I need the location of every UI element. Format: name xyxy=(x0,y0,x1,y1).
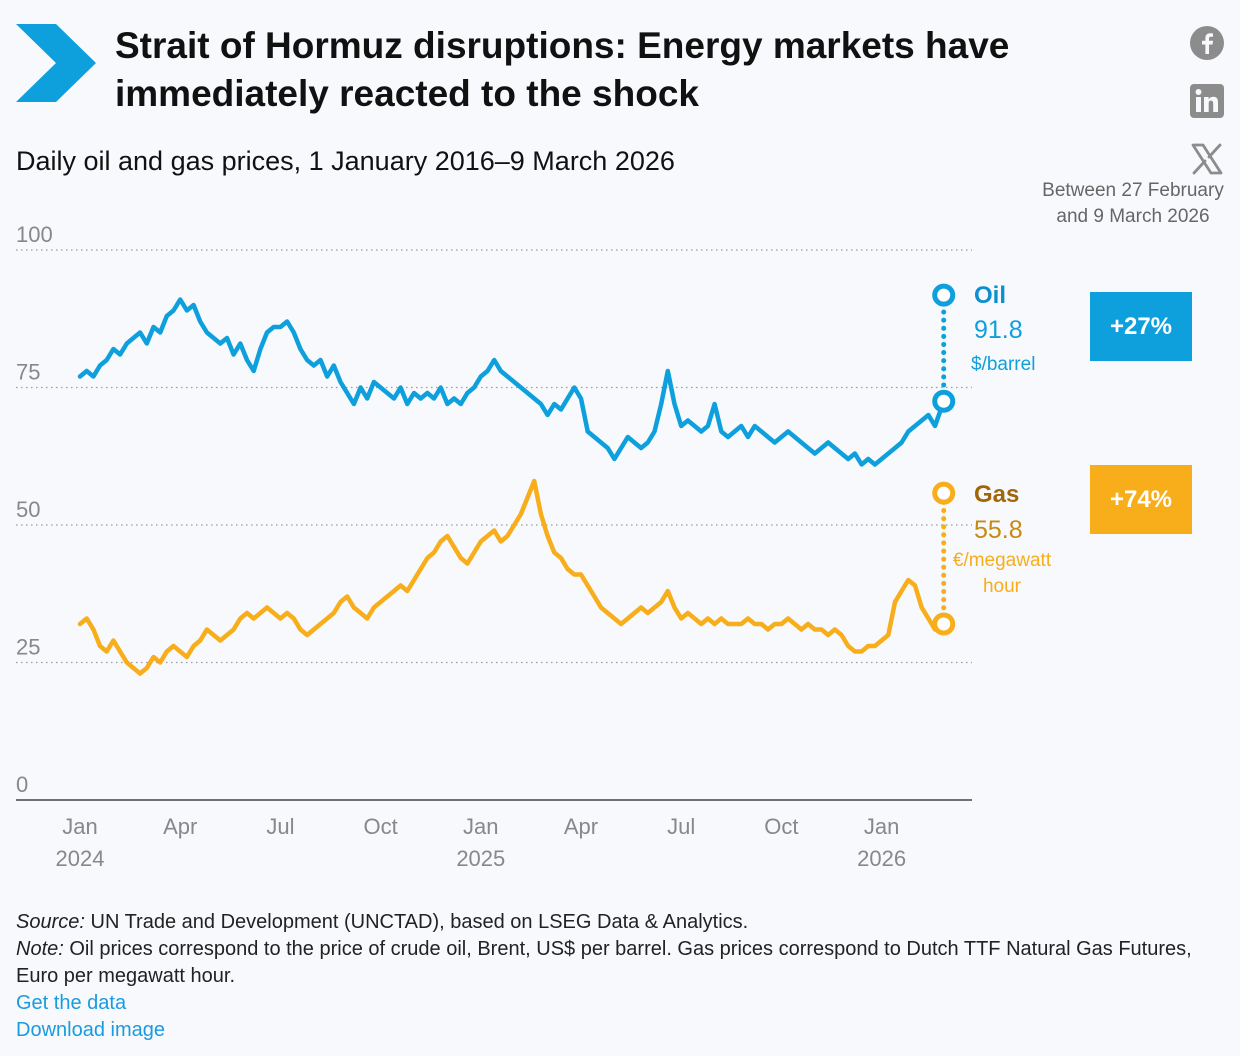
gas-unit-label: €/megawatt xyxy=(953,550,1052,571)
y-axis-ticks: 0 25 50 75 100 xyxy=(16,222,53,797)
oil-series-name: Oil xyxy=(974,282,1006,309)
change-period-note: Between 27 February and 9 March 2026 xyxy=(1042,180,1224,227)
gridlines xyxy=(16,249,972,664)
x-tick-month: Jul xyxy=(667,814,695,839)
chart-footer: Source: UN Trade and Development (UNCTAD… xyxy=(16,909,1216,1044)
chart-title: Strait of Hormuz disruptions: Energy mar… xyxy=(115,25,1010,114)
x-tick-year: 2025 xyxy=(456,846,505,871)
y-tick-label: 0 xyxy=(16,772,28,797)
gas-series-name: Gas xyxy=(974,481,1019,508)
gas-end-marker xyxy=(932,481,956,505)
gas-end-value: 55.8 xyxy=(974,516,1023,544)
x-tick-month: Apr xyxy=(163,814,197,839)
y-tick-label: 100 xyxy=(16,222,53,247)
x-tick-year: 2024 xyxy=(56,846,105,871)
x-tick-month: Oct xyxy=(363,814,397,839)
linkedin-icon[interactable] xyxy=(1188,82,1226,120)
source-line: Source: UN Trade and Development (UNCTAD… xyxy=(16,909,1216,936)
gas-change-badge: +74% xyxy=(1090,465,1192,534)
note-text: Oil prices correspond to the price of cr… xyxy=(16,938,1192,987)
gas-price-line xyxy=(77,478,946,676)
facebook-icon[interactable] xyxy=(1188,24,1226,62)
y-tick-label: 50 xyxy=(16,497,40,522)
download-image-link[interactable]: Download image xyxy=(16,1019,165,1041)
note-line: Note: Oil prices correspond to the price… xyxy=(16,936,1216,990)
series-end-labels: Oil 91.8 $/barrel Gas 55.8 €/megawatt hour xyxy=(953,282,1052,597)
x-tick-month: Jul xyxy=(266,814,294,839)
x-tick-month: Jan xyxy=(864,814,899,839)
x-tick-year: 2026 xyxy=(857,846,906,871)
oil-start-marker xyxy=(932,389,956,413)
get-data-link[interactable]: Get the data xyxy=(16,992,127,1014)
oil-unit-label: $/barrel xyxy=(971,354,1035,375)
oil-change-badge: +27% xyxy=(1090,292,1192,361)
source-label: Source: xyxy=(16,911,85,933)
note-label: Note: xyxy=(16,938,64,960)
gas-unit-label: hour xyxy=(983,576,1022,597)
x-twitter-icon[interactable] xyxy=(1188,140,1226,178)
brand-chevron-logo xyxy=(16,24,96,102)
y-tick-label: 75 xyxy=(16,360,40,385)
series-group xyxy=(77,283,956,676)
x-axis-ticks: Jan 2024 Apr Jul Oct Jan 2025 Apr Jul Oct Jan 2026 xyxy=(56,814,907,871)
x-tick-month: Apr xyxy=(564,814,598,839)
x-tick-month: Oct xyxy=(764,814,798,839)
y-tick-label: 25 xyxy=(16,635,40,660)
oil-price-line xyxy=(77,297,946,467)
oil-end-marker xyxy=(932,283,956,307)
chart-subtitle: Daily oil and gas prices, 1 January 2016… xyxy=(16,146,675,176)
price-line-chart: 0 25 50 75 100 Jan 2024 Apr Jul Oct Jan 2025 Apr Jul… xyxy=(16,222,1052,871)
source-text: UN Trade and Development (UNCTAD), based… xyxy=(84,911,749,933)
gas-start-marker xyxy=(932,612,956,636)
oil-end-value: 91.8 xyxy=(974,316,1023,344)
x-tick-month: Jan xyxy=(463,814,498,839)
x-tick-month: Jan xyxy=(62,814,97,839)
